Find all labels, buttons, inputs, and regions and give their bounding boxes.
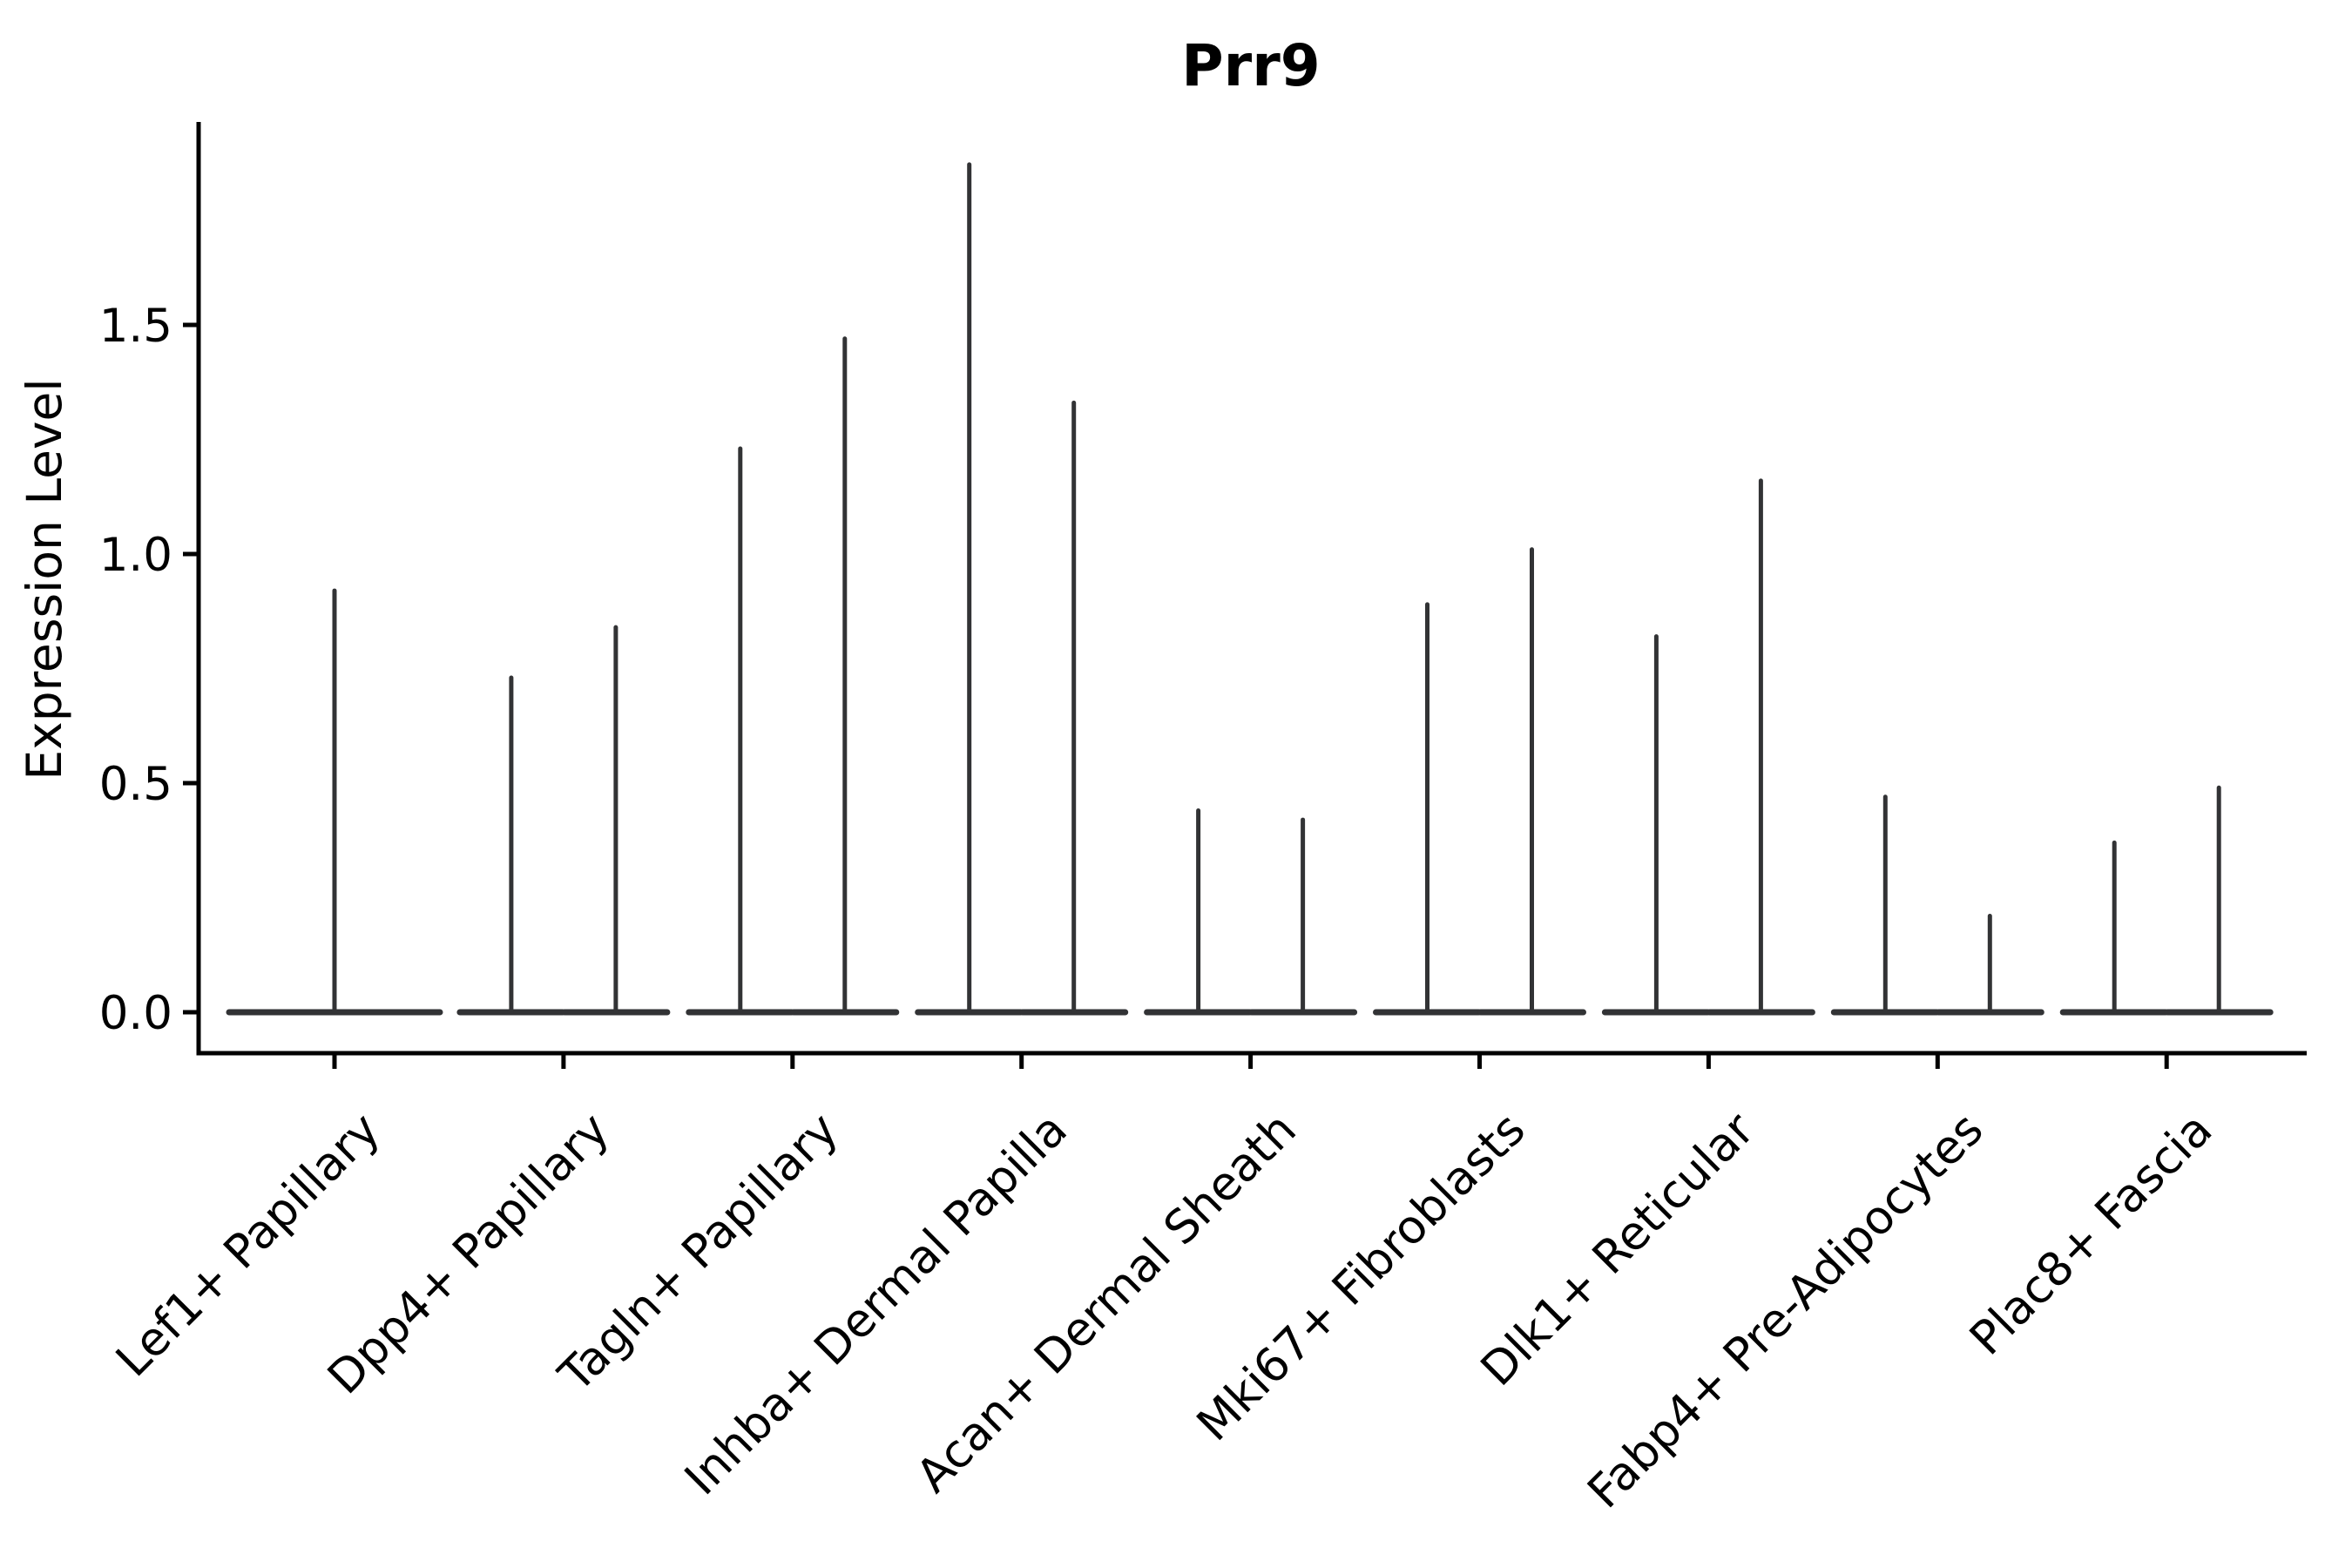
- violin-group: [1144, 808, 1358, 1016]
- y-axis-ticks: 0.0 0.5 1.0 1.5: [99, 300, 199, 1040]
- chart-title: Prr9: [1181, 32, 1320, 99]
- violin-series: [226, 162, 2274, 1016]
- violin-group: [1373, 547, 1586, 1016]
- x-tick-label: Fabp4+ Pre-Adipocytes: [1578, 1103, 1993, 1518]
- x-tick-label: Acan+ Dermal Sheath: [907, 1103, 1307, 1503]
- violin-group: [686, 336, 900, 1016]
- y-tick-label: 0.0: [99, 987, 172, 1040]
- violin-group: [226, 588, 443, 1016]
- x-tick-label: Inhba+ Dermal Papilla: [675, 1103, 1078, 1505]
- y-tick-label: 1.0: [99, 529, 172, 582]
- violin-group: [2059, 785, 2274, 1016]
- x-tick-label: Plac8+ Fascia: [1960, 1103, 2222, 1365]
- y-tick-label: 0.5: [99, 758, 172, 811]
- violin-group: [456, 625, 671, 1016]
- y-tick-label: 1.5: [99, 300, 172, 353]
- y-axis-label: Expression Level: [17, 378, 72, 780]
- violin-group: [1830, 794, 2044, 1016]
- violin-group: [915, 162, 1129, 1016]
- violin-group: [1601, 478, 1815, 1016]
